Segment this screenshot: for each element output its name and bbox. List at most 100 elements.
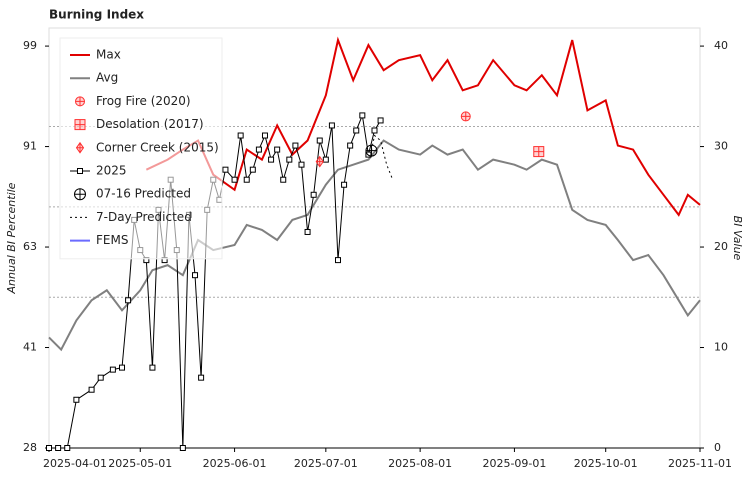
- marker-plus: [365, 145, 377, 157]
- y-tick-label: 63: [23, 240, 37, 253]
- marker-square: [322, 156, 329, 163]
- marker: [255, 146, 262, 153]
- marker-square: [237, 132, 244, 139]
- marker: [310, 191, 317, 198]
- marker-square: [268, 156, 275, 163]
- marker: [74, 188, 86, 201]
- marker-plus: [74, 188, 86, 200]
- marker-square: [316, 137, 323, 144]
- marker: [64, 445, 71, 451]
- marker-square: [249, 166, 256, 173]
- marker: [179, 445, 186, 451]
- marker: [316, 137, 323, 144]
- marker: [75, 96, 85, 107]
- marker: [231, 176, 238, 183]
- marker: [192, 272, 199, 279]
- y2-tick-label: 30: [714, 140, 728, 153]
- marker-square: [328, 122, 335, 129]
- x-tick-label: 2025-10-01: [574, 457, 638, 470]
- legend-label: 2025: [96, 164, 127, 178]
- x-tick-label: 2025-06-01: [203, 457, 267, 470]
- marker: [55, 445, 62, 451]
- marker-square: [55, 445, 62, 451]
- marker: [268, 156, 275, 163]
- series-line: [48, 139, 701, 352]
- marker: [460, 111, 471, 122]
- marker: [77, 168, 83, 174]
- marker: [322, 156, 329, 163]
- marker: [359, 112, 366, 119]
- marker: [198, 374, 205, 381]
- marker-square: [73, 396, 80, 403]
- legend-label: 07-16 Predicted: [96, 187, 191, 201]
- marker: [74, 119, 86, 131]
- x-tick-label: 2025-09-01: [482, 457, 546, 470]
- series-line: [370, 134, 394, 180]
- legend-label: Corner Creek (2015): [96, 140, 219, 154]
- marker-square: [255, 146, 262, 153]
- legend-box: [59, 37, 223, 260]
- y2-tick-label: 0: [714, 441, 721, 454]
- marker-square: [310, 191, 317, 198]
- marker: [328, 122, 335, 129]
- marker: [341, 181, 348, 188]
- marker: [97, 374, 104, 381]
- marker: [109, 366, 116, 373]
- marker: [249, 166, 256, 173]
- marker-square: [261, 132, 268, 139]
- y2-axis-label: BI Value: [731, 216, 744, 261]
- marker-square: [125, 297, 132, 304]
- marker: [125, 297, 132, 304]
- x-tick-label: 2025-05-01: [108, 457, 172, 470]
- marker: [237, 132, 244, 139]
- marker-plus: [76, 142, 84, 153]
- marker-square: [347, 142, 354, 149]
- marker: [88, 386, 95, 393]
- marker: [292, 142, 299, 149]
- marker-square: [192, 272, 199, 279]
- legend-label: FEMS: [96, 233, 128, 247]
- marker-square: [97, 374, 104, 381]
- y-axis-label: Annual BI Percentile: [5, 182, 18, 294]
- y2-tick-label: 10: [714, 341, 728, 354]
- marker-square: [286, 156, 293, 163]
- marker-square: [298, 161, 305, 168]
- marker: [243, 176, 250, 183]
- marker-square: [377, 117, 384, 124]
- marker: [533, 146, 545, 158]
- marker-plus: [461, 111, 471, 121]
- marker-square: [274, 146, 281, 153]
- marker-square: [88, 386, 95, 393]
- y2-tick-label: 40: [714, 39, 728, 52]
- marker-plus: [75, 119, 85, 130]
- legend-label: Desolation (2017): [96, 117, 204, 131]
- marker: [371, 127, 378, 134]
- marker: [75, 141, 85, 154]
- marker-square: [359, 112, 366, 119]
- marker-square: [304, 228, 311, 235]
- marker-square: [198, 374, 205, 381]
- marker: [274, 146, 281, 153]
- marker-square: [334, 257, 341, 264]
- marker-square: [243, 176, 250, 183]
- marker: [353, 127, 360, 134]
- marker: [286, 156, 293, 163]
- x-tick-label: 2025-04-01: [43, 457, 107, 470]
- x-tick-label: 2025-08-01: [388, 457, 452, 470]
- marker: [298, 161, 305, 168]
- x-tick-label: 2025-07-01: [294, 457, 358, 470]
- marker: [149, 364, 156, 371]
- marker: [280, 176, 287, 183]
- marker: [222, 166, 229, 173]
- marker-plus: [533, 146, 544, 157]
- marker: [365, 144, 378, 157]
- marker-square: [341, 181, 348, 188]
- marker-square: [77, 168, 83, 174]
- y2-tick-label: 20: [714, 240, 728, 253]
- marker-square: [222, 166, 229, 173]
- legend-label: 7-Day Predicted: [96, 210, 192, 224]
- x-tick-label: 2025-11-01: [668, 457, 732, 470]
- marker-square: [353, 127, 360, 134]
- legend-label: Avg: [96, 71, 118, 85]
